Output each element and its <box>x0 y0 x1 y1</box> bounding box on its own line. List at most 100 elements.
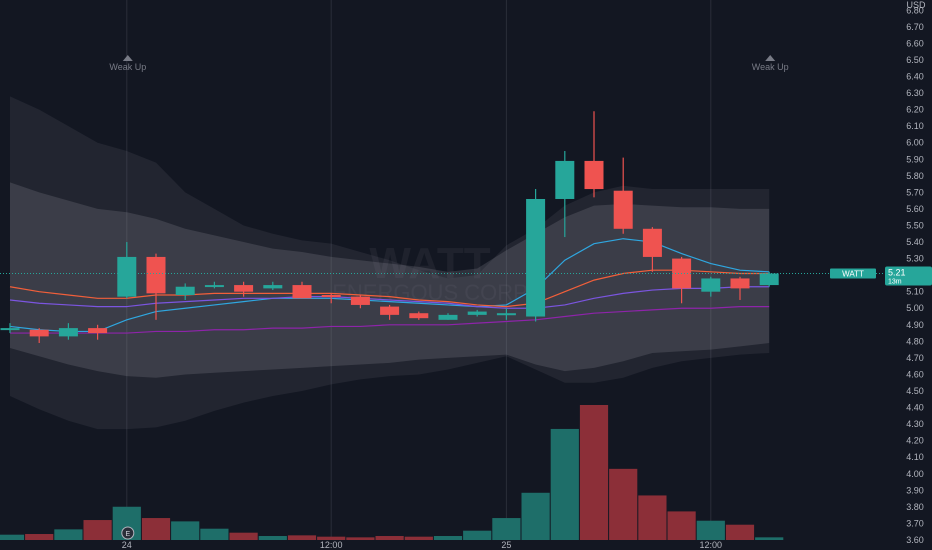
volume-bar <box>317 536 346 540</box>
candle-body <box>175 286 195 296</box>
band-inner <box>10 182 770 378</box>
price-tick-label: 3.70 <box>906 518 924 528</box>
price-tick-label: 5.40 <box>906 237 924 247</box>
annotation-label: Weak Up <box>109 62 146 72</box>
candle-body <box>701 278 721 292</box>
time-tick-label: 12:00 <box>700 540 723 550</box>
price-tick-label: 6.80 <box>906 5 924 15</box>
time-tick-label: 24 <box>122 540 132 550</box>
candle-body <box>409 313 429 319</box>
time-tick-label: 25 <box>501 540 511 550</box>
price-tick-label: 6.70 <box>906 22 924 32</box>
candle-body <box>350 296 370 305</box>
time-tick-label: 12:00 <box>320 540 343 550</box>
watermark-symbol: WATT <box>369 239 490 288</box>
time-axis[interactable]: 24 12:00 25 12:00 <box>122 540 722 550</box>
annotation-label: Weak Up <box>752 62 789 72</box>
volume-bar <box>492 518 521 540</box>
price-axis[interactable]: USD 6.80 6.70 6.60 6.50 6.40 6.30 6.20 6.10 6.00… <box>906 0 926 545</box>
volume-bar <box>0 534 25 540</box>
volume-bar <box>25 534 54 540</box>
indicator-line-0 <box>9 238 770 333</box>
volume-bar <box>696 520 725 540</box>
band-outer <box>10 96 770 430</box>
grid <box>126 0 712 540</box>
indicator-line-3 <box>10 305 770 334</box>
candlesticks <box>0 111 779 344</box>
candle-body <box>58 328 78 337</box>
candle-body <box>467 311 487 315</box>
candle-body <box>526 198 546 317</box>
candle-body <box>292 285 312 299</box>
volume-bar <box>258 536 287 540</box>
volume-bar <box>463 530 492 540</box>
price-tick-label: 6.50 <box>906 55 924 65</box>
price-tick-label: 4.20 <box>906 436 924 446</box>
price-tick-label: 5.00 <box>906 303 924 313</box>
volume-bar <box>638 495 667 540</box>
candle-body <box>438 314 458 320</box>
event-marker-icon <box>121 526 135 540</box>
candle-body <box>759 273 779 286</box>
candle-body <box>204 285 224 288</box>
price-tick-label: 5.70 <box>906 187 924 197</box>
volume-bar <box>229 532 258 540</box>
price-tick-label: 4.50 <box>906 386 924 396</box>
price-tick-label: 4.80 <box>906 336 924 346</box>
candle-body <box>29 329 49 337</box>
price-tick-label: 6.40 <box>906 71 924 81</box>
candle-body <box>263 285 283 289</box>
price-tick-label: 4.00 <box>906 469 924 479</box>
candle-body <box>321 295 341 298</box>
price-tick-label: 3.90 <box>906 485 924 495</box>
volume-bar <box>725 524 755 540</box>
indicator-line-1 <box>9 269 770 308</box>
weak-up-arrow-icon <box>122 55 133 61</box>
symbol-tag-bg <box>830 268 876 279</box>
volume-bar <box>667 511 696 540</box>
volume-bar <box>404 536 433 540</box>
price-tick-label: 4.10 <box>906 452 924 462</box>
candle-body <box>146 256 166 294</box>
band-fills <box>10 96 770 430</box>
currency-label: USD <box>906 0 926 10</box>
price-tick-label: 5.50 <box>906 220 924 230</box>
candle-body <box>642 228 662 257</box>
price-tick-label: 6.60 <box>906 38 924 48</box>
price-tick-label: 6.20 <box>906 105 924 115</box>
volume-bar <box>433 536 463 540</box>
price-badge-countdown: 13m <box>888 278 902 285</box>
weak-up-arrow-icon <box>765 55 776 61</box>
volume-bar <box>346 537 375 540</box>
price-tick-label: 3.80 <box>906 502 924 512</box>
price-tick-label: 5.80 <box>906 171 924 181</box>
volume-bar <box>521 492 550 540</box>
price-tick-label: 5.10 <box>906 287 924 297</box>
indicator-line-2 <box>9 286 770 309</box>
candle-body <box>584 160 604 190</box>
volume-bar <box>171 521 200 540</box>
price-tick-label: 6.30 <box>906 88 924 98</box>
indicator-lines <box>9 238 770 334</box>
volume-bar <box>141 518 171 540</box>
volume-bar <box>579 405 609 540</box>
candle-body <box>88 328 108 334</box>
candle-body <box>234 285 254 292</box>
price-tick-label: 4.90 <box>906 320 924 330</box>
candle-body <box>555 160 575 199</box>
volume-bar <box>609 468 638 540</box>
price-tick-label: 5.90 <box>906 154 924 164</box>
volume-bars <box>0 405 784 540</box>
candle-body <box>380 306 400 315</box>
candle-body <box>496 313 516 316</box>
candle-body <box>613 190 633 229</box>
price-tick-label: 5.60 <box>906 204 924 214</box>
symbol-tag-label: WATT <box>842 269 864 278</box>
volume-bar <box>375 536 404 540</box>
candle-body <box>730 278 750 289</box>
price-badge-bg <box>885 266 932 286</box>
price-tick-label: 4.70 <box>906 353 924 363</box>
price-tick-label: 4.30 <box>906 419 924 429</box>
